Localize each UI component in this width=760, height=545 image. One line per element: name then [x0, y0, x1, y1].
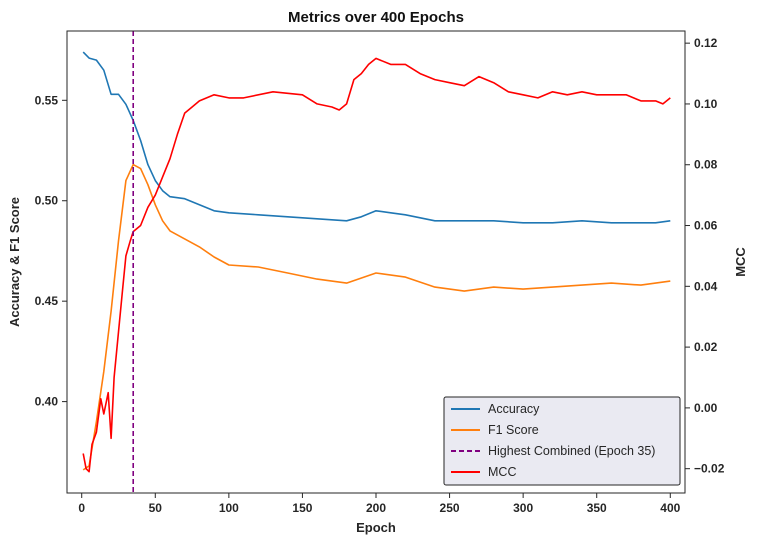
x-axis-title: Epoch — [356, 520, 396, 535]
x-tick-label: 350 — [587, 501, 607, 515]
y-right-axis-title: MCC — [733, 247, 748, 277]
x-tick-label: 150 — [292, 501, 312, 515]
y-right-tick-label: 0.08 — [694, 158, 718, 172]
y-right-tick-label: 0.04 — [694, 279, 718, 293]
y-right-tick-label: 0.12 — [694, 36, 718, 50]
y-left-tick-label: 0.40 — [35, 395, 59, 409]
x-tick-label: 200 — [366, 501, 386, 515]
y-right-tick-label: 0.10 — [694, 97, 718, 111]
y-right-tick-label: −0.02 — [694, 462, 725, 476]
x-tick-label: 250 — [440, 501, 460, 515]
y-right-tick-label: 0.06 — [694, 219, 718, 233]
y-left-axis-title: Accuracy & F1 Score — [7, 197, 22, 327]
chart-title: Metrics over 400 Epochs — [288, 9, 464, 26]
legend-label-mcc: MCC — [488, 465, 516, 479]
y-left-axis: 0.40 0.45 0.50 0.55 — [35, 93, 67, 409]
y-right-tick-label: 0.02 — [694, 340, 718, 354]
x-tick-label: 0 — [78, 501, 85, 515]
legend-label-highest: Highest Combined (Epoch 35) — [488, 444, 655, 458]
x-tick-label: 100 — [219, 501, 239, 515]
plot-area — [82, 31, 671, 493]
x-tick-label: 400 — [660, 501, 680, 515]
y-left-tick-label: 0.50 — [35, 194, 59, 208]
series-line-f1-score — [82, 163, 671, 471]
x-tick-label: 300 — [513, 501, 533, 515]
legend-box — [443, 396, 681, 486]
x-axis: 0 50 100 150 200 250 300 350 400 — [78, 493, 681, 515]
legend: Accuracy F1 Score Highest Combined (Epoc… — [443, 396, 681, 486]
y-right-axis: −0.02 0.00 0.02 0.04 0.06 0.08 0.10 0.12 — [685, 36, 725, 476]
legend-label-f1: F1 Score — [488, 423, 539, 437]
legend-label-accuracy: Accuracy — [488, 402, 540, 416]
series-line-accuracy — [82, 51, 671, 224]
y-left-tick-label: 0.55 — [35, 93, 59, 107]
x-tick-label: 50 — [149, 501, 163, 515]
series-line-mcc — [82, 57, 671, 473]
y-left-tick-label: 0.45 — [35, 294, 59, 308]
y-right-tick-label: 0.00 — [694, 401, 718, 415]
